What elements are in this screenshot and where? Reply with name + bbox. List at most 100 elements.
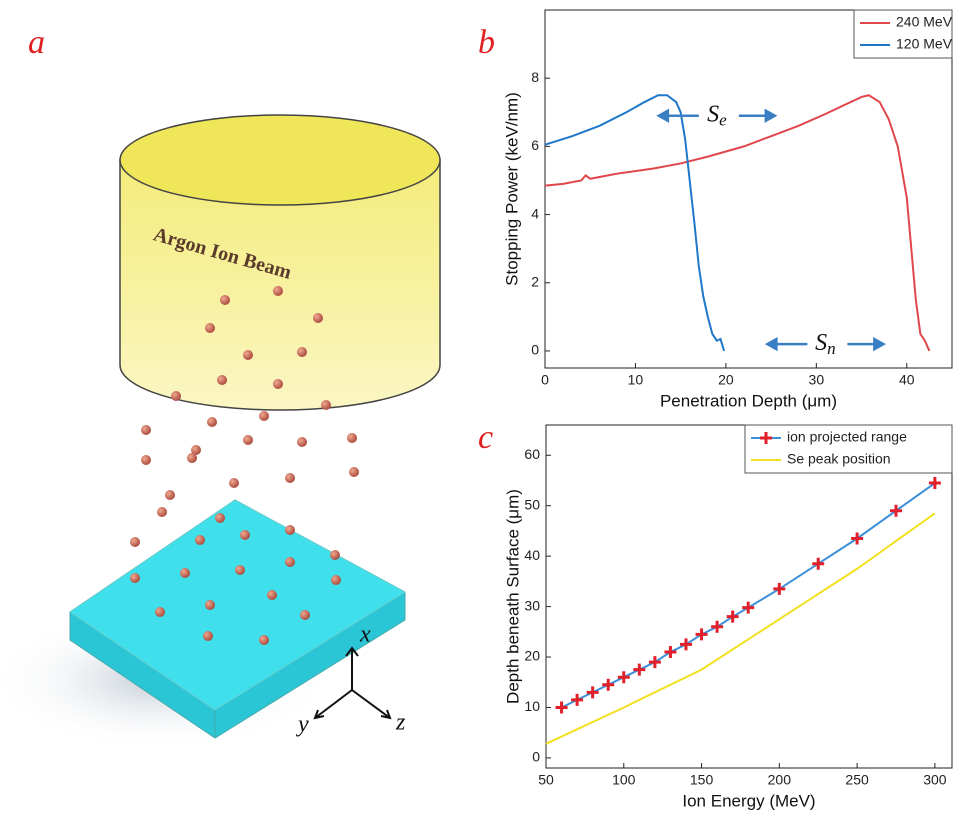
data-point xyxy=(618,671,630,683)
ion xyxy=(297,437,307,447)
y-tick-label: 20 xyxy=(524,648,540,664)
ion xyxy=(180,568,190,578)
ion xyxy=(259,411,269,421)
data-point xyxy=(696,628,708,640)
annotation-subscript: e xyxy=(719,111,727,130)
ion xyxy=(155,607,165,617)
x-tick-label: 100 xyxy=(612,772,636,788)
ion xyxy=(267,590,277,600)
axis-name: z xyxy=(395,710,406,736)
marker xyxy=(664,646,676,658)
ion xyxy=(141,425,151,435)
y-tick-label: 0 xyxy=(532,749,540,765)
ion xyxy=(349,467,359,477)
y-tick-label: 4 xyxy=(531,205,539,221)
y-axis-label: Stopping Power (keV/nm) xyxy=(502,92,521,286)
arrow-head xyxy=(767,339,776,349)
y-tick-label: 40 xyxy=(524,547,540,563)
data-point xyxy=(812,558,824,570)
x-tick-label: 250 xyxy=(845,772,869,788)
ion xyxy=(229,478,239,488)
figure: a b c Argon Ion Beam x y z 0102030400246… xyxy=(0,0,965,815)
marker xyxy=(649,656,661,668)
ion xyxy=(285,557,295,567)
annotation: Se xyxy=(707,101,727,129)
ion xyxy=(171,391,181,401)
x-tick-label: 0 xyxy=(541,372,549,388)
marker xyxy=(587,686,599,698)
panel-label: c xyxy=(478,419,493,456)
data-point xyxy=(602,679,614,691)
ion xyxy=(195,535,205,545)
panel-label: b xyxy=(478,24,495,61)
ion xyxy=(243,350,253,360)
data-point xyxy=(556,701,568,713)
data-line xyxy=(545,95,724,351)
legend-label: Se peak position xyxy=(787,451,891,467)
y-axis-label: Depth beneath Surface (μm) xyxy=(503,489,522,704)
data-point xyxy=(587,686,599,698)
ion xyxy=(321,400,331,410)
marker xyxy=(696,628,708,640)
ion xyxy=(285,525,295,535)
legend-label: 120 MeV xyxy=(896,36,953,52)
data-point xyxy=(711,621,723,633)
data-point xyxy=(742,602,754,614)
data-line xyxy=(562,483,935,707)
ion xyxy=(203,631,213,641)
ion xyxy=(240,530,250,540)
marker xyxy=(680,638,692,650)
ion xyxy=(285,473,295,483)
x-axis-label: Penetration Depth (μm) xyxy=(660,391,837,410)
y-tick-label: 10 xyxy=(524,698,540,714)
annotation-subscript: n xyxy=(827,339,836,358)
data-point xyxy=(649,656,661,668)
illustration: Argon Ion Beam x y z xyxy=(0,115,440,750)
x-axis-label: Ion Energy (MeV) xyxy=(682,791,815,810)
ion xyxy=(165,490,175,500)
marker xyxy=(727,611,739,623)
ion xyxy=(187,453,197,463)
panel-label: a xyxy=(28,24,45,61)
ion xyxy=(313,313,323,323)
ion xyxy=(297,347,307,357)
legend-label: ion projected range xyxy=(787,429,907,445)
marker xyxy=(773,583,785,595)
data-point xyxy=(633,664,645,676)
data-line xyxy=(545,95,929,351)
marker xyxy=(742,602,754,614)
ion xyxy=(243,435,253,445)
legend-label: 240 MeV xyxy=(896,14,953,30)
ion xyxy=(217,375,227,385)
annotation-text: S xyxy=(707,101,719,127)
ion xyxy=(130,573,140,583)
x-tick-label: 40 xyxy=(899,372,915,388)
data-point xyxy=(680,638,692,650)
ion xyxy=(205,600,215,610)
axis-name: y xyxy=(296,712,309,738)
ion xyxy=(235,565,245,575)
plot-frame xyxy=(545,10,952,368)
ion xyxy=(331,575,341,585)
ion xyxy=(205,323,215,333)
ion xyxy=(220,295,230,305)
annotation: Sn xyxy=(815,330,836,358)
y-tick-label: 8 xyxy=(531,69,539,85)
x-tick-label: 50 xyxy=(538,772,554,788)
ion xyxy=(347,433,357,443)
x-tick-label: 20 xyxy=(718,372,734,388)
ion xyxy=(141,455,151,465)
axis-name: x xyxy=(359,622,371,648)
arrow-head xyxy=(659,111,668,121)
arrow-head xyxy=(874,339,883,349)
ion xyxy=(259,635,269,645)
y-tick-label: 30 xyxy=(524,597,540,613)
y-tick-label: 2 xyxy=(531,273,539,289)
plot-frame xyxy=(546,425,952,768)
ion xyxy=(215,513,225,523)
x-tick-label: 10 xyxy=(628,372,644,388)
marker xyxy=(571,694,583,706)
arrow-head xyxy=(766,111,775,121)
data-line xyxy=(546,513,935,744)
x-tick-label: 30 xyxy=(809,372,825,388)
